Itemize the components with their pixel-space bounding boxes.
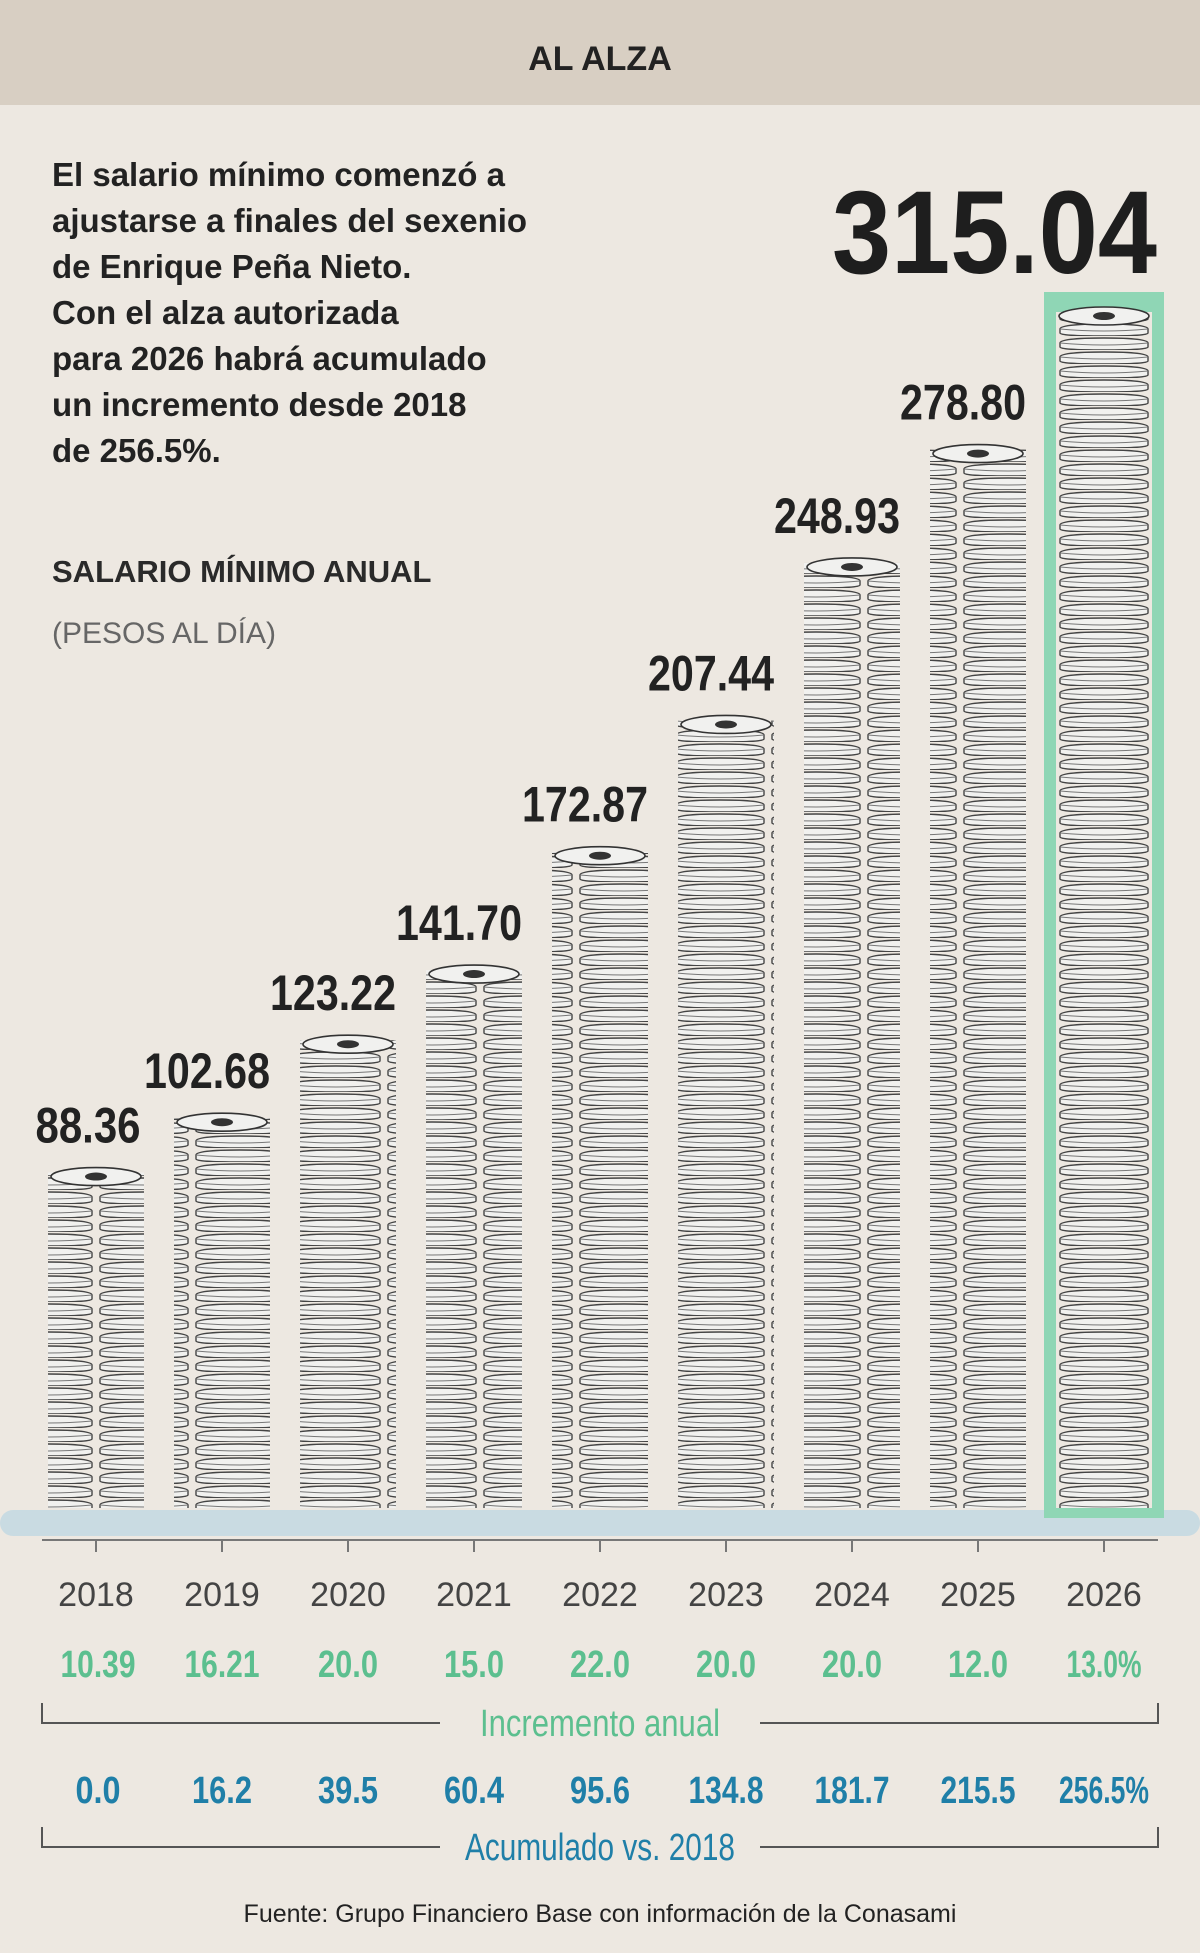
description-line: El salario mínimo comenzó a [52,156,506,193]
annual_increase-value: 10.39 [61,1644,136,1686]
coin-stack [174,1118,270,1508]
x-tick-label: 2020 [310,1576,386,1614]
value-label: 248.93 [774,488,900,544]
coin-stack [804,562,900,1508]
accumulated-value: 215.5 [941,1770,1016,1812]
coin-stack [426,970,522,1508]
coin-stack [930,449,1026,1508]
coin-stack [300,1040,396,1508]
accumulated-value: 95.6 [570,1770,630,1812]
accumulated-value: 39.5 [318,1770,378,1812]
x-tick-label: 2021 [436,1576,512,1614]
source: Fuente: Grupo Financiero Base con inform… [244,1900,957,1928]
annual_increase-value: 13.0% [1067,1644,1142,1686]
x-tick-label: 2024 [814,1576,890,1614]
title: AL ALZA [528,40,672,78]
bracket-label: Acumulado vs. 2018 [465,1827,735,1869]
coin-emblem [715,720,737,729]
annual_increase-value: 20.0 [696,1644,756,1686]
x-tick-label: 2019 [184,1576,260,1614]
annual_increase-value: 12.0 [948,1644,1008,1686]
bracket-label: Incremento anual [480,1703,720,1745]
coin-emblem [841,562,863,571]
annual_increase-value: 16.21 [185,1644,260,1686]
description-line: ajustarse a finales del sexenio [52,202,527,239]
annual_increase-value: 20.0 [822,1644,882,1686]
description-line: un incremento desde 2018 [52,386,466,423]
value-label: 278.80 [900,375,1026,431]
header-band [0,0,1200,105]
x-tick-label: 2023 [688,1576,764,1614]
accumulated-value: 16.2 [192,1770,252,1812]
coin-emblem [85,1172,107,1181]
description-line: de Enrique Peña Nieto. [52,248,411,285]
x-tick-label: 2018 [58,1576,134,1614]
accumulated-value: 134.8 [689,1770,764,1812]
description-line: Con el alza autorizada [52,294,399,331]
coin-emblem [337,1040,359,1049]
headline-value: 315.04 [832,167,1157,299]
unit: (PESOS AL DÍA) [52,617,276,650]
annual_increase-value: 20.0 [318,1644,378,1686]
accumulated-value: 256.5% [1059,1770,1149,1812]
coin-stack [678,720,774,1508]
accumulated-value: 181.7 [815,1770,890,1812]
coin-emblem [211,1118,233,1127]
value-label: 141.70 [396,895,522,951]
accumulated-value: 60.4 [444,1770,504,1812]
value-label: 123.22 [270,965,396,1021]
coin-stack [1056,312,1152,1508]
description-line: para 2026 habrá acumulado [52,340,487,377]
coin-emblem [967,449,989,458]
subtitle: SALARIO MÍNIMO ANUAL [52,554,431,589]
bracket-gap [440,1827,760,1867]
value-label: 88.36 [36,1098,141,1154]
accumulated-value: 0.0 [76,1770,121,1812]
x-tick-label: 2026 [1066,1576,1142,1614]
coin-emblem [589,851,611,860]
coin-emblem [463,970,485,979]
description-line: de 256.5%. [52,432,221,469]
x-tick-label: 2025 [940,1576,1016,1614]
value-label: 172.87 [522,777,648,833]
floor-shadow [0,1510,1200,1536]
coin-stack [48,1172,144,1508]
annual_increase-value: 22.0 [570,1644,630,1686]
bracket-gap [440,1703,760,1743]
coin-stack [552,851,648,1508]
value-label: 207.44 [648,645,774,701]
x-tick-label: 2022 [562,1576,638,1614]
coin-emblem [1093,312,1115,320]
annual_increase-value: 15.0 [444,1644,504,1686]
value-label: 102.68 [144,1043,270,1099]
